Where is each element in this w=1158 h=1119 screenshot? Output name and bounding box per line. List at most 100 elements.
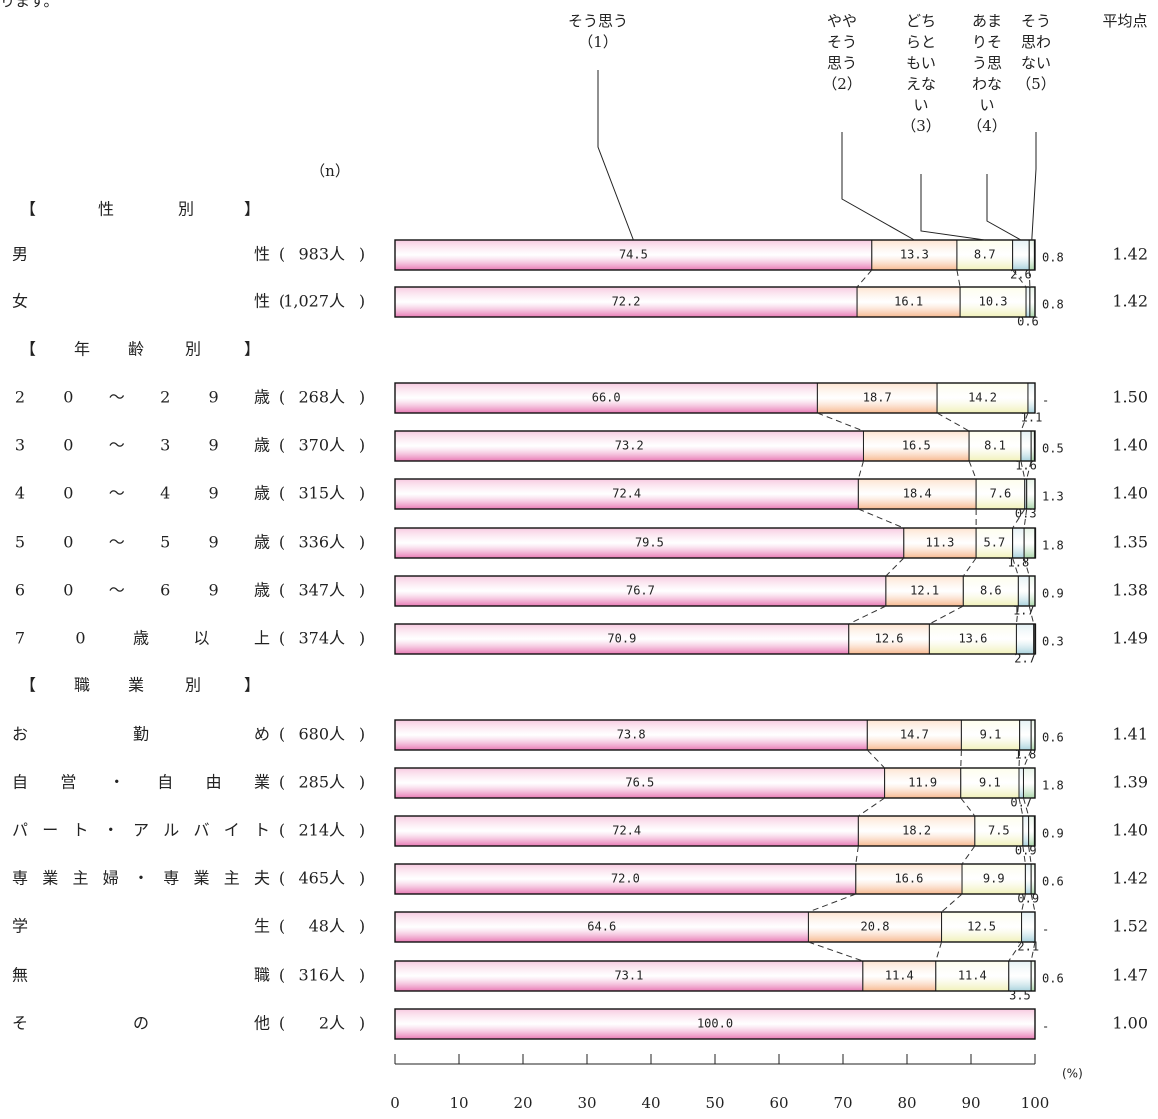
connector-line [856, 269, 873, 288]
bar-value-label-4: 0.9 [1015, 844, 1037, 858]
row-label-char: 営 [60, 773, 76, 792]
bar-value-label-5: 1.8 [1042, 779, 1064, 793]
legend-label-4: わな [972, 75, 1002, 93]
bar-outline [394, 478, 1036, 510]
row-n-paren-close: ) [359, 245, 365, 264]
row-n-paren-open: ( [279, 725, 285, 744]
row-n-paren-close: ) [359, 966, 365, 985]
row-label-char: ア [133, 821, 149, 840]
row-n-paren-close: ) [359, 1014, 365, 1033]
bar-segment-1 [394, 815, 859, 847]
row-n-paren-close: ) [359, 629, 365, 648]
legend-label-5: そう [1021, 12, 1051, 30]
row-label-char: 6 [15, 581, 25, 600]
connector-line [1026, 460, 1032, 480]
bar-value-label-3: 8.6 [980, 584, 1002, 598]
group-header-1: 性 [98, 200, 114, 219]
row-label-char: お [12, 725, 28, 744]
bar-outline [394, 767, 1036, 799]
x-axis-tick-label: 50 [705, 1094, 724, 1112]
legend-label-4: い [979, 96, 994, 114]
legend-label-1: そう思う [568, 12, 628, 30]
average-score: 1.42 [1112, 245, 1148, 264]
legend-label-5: ない [1021, 54, 1051, 72]
legend-leader-line-1 [597, 70, 634, 241]
bar-value-label-4: 1.8 [1008, 556, 1030, 570]
row-n-value: 48人 [309, 917, 345, 936]
bar-segment-2 [885, 575, 964, 607]
row-n-value: 680人 [298, 725, 345, 744]
row-n-paren-close: ) [359, 869, 365, 888]
legend-label-3: どち [906, 12, 936, 30]
x-axis-tick-label: 80 [897, 1094, 916, 1112]
bar-value-label-2: 18.2 [902, 824, 931, 838]
row-label-char: 9 [209, 436, 219, 455]
connector-line [1020, 412, 1029, 432]
connector-line [1028, 605, 1035, 625]
connector-line [956, 269, 961, 288]
row-n-value: 315人 [298, 484, 345, 503]
connector-line [1022, 797, 1030, 817]
x-axis-tick-label: 30 [577, 1094, 596, 1112]
bar-value-label-4: 0.6 [1017, 315, 1039, 329]
row-label-char: バ [193, 821, 209, 840]
row-label-char: 2 [160, 388, 170, 407]
row-n-paren-close: ) [359, 725, 365, 744]
bar-segment-4 [1020, 430, 1032, 462]
bar-value-label-2: 11.4 [885, 969, 914, 983]
row-label-char: ト [72, 821, 88, 840]
row-label-char: 学 [12, 917, 28, 936]
average-score: 1.40 [1112, 821, 1148, 840]
row-label-char: 0 [63, 484, 73, 503]
row-label-char: パ [12, 821, 28, 840]
bar-value-label-3: 9.9 [983, 872, 1005, 886]
bar-value-label-3: 8.1 [984, 439, 1006, 453]
row-n-paren-close: ) [359, 484, 365, 503]
average-score: 1.42 [1112, 869, 1148, 888]
group-header-3: 【 [20, 676, 36, 695]
x-axis-tick-label: 90 [961, 1094, 980, 1112]
legend-label-1: （1） [578, 33, 618, 51]
row-label-char: 0 [63, 436, 73, 455]
bar-segment-3 [935, 960, 1010, 992]
bar-segment-1 [394, 478, 859, 510]
bar-value-label-2: 14.7 [900, 728, 929, 742]
bar-value-label-5: 0.3 [1042, 635, 1064, 649]
row-label-char: 主 [224, 869, 240, 888]
bar-value-label-1: 73.8 [617, 728, 646, 742]
bar-value-label-5: 0.6 [1042, 972, 1064, 986]
row-label-char: 9 [209, 581, 219, 600]
connector-line [1022, 845, 1026, 865]
row-n-paren-open: ( [279, 821, 285, 840]
bar-value-label-2: 11.9 [908, 776, 937, 790]
average-score-header: 平均点 [1102, 12, 1147, 30]
row-label-char: ～ [109, 484, 125, 503]
row-n-paren-open: ( [279, 292, 285, 311]
connector-line [857, 460, 864, 480]
bar-segment-3 [959, 286, 1027, 318]
average-score: 1.42 [1112, 292, 1148, 311]
bar-value-label-4: 2.6 [1010, 268, 1032, 282]
group-header-3: 業 [128, 676, 144, 695]
bar-value-label-1: 72.2 [612, 295, 641, 309]
bar-value-label-4: 2.7 [1014, 652, 1036, 666]
row-n-paren-open: ( [279, 533, 285, 552]
row-n-paren-open: ( [279, 1014, 285, 1033]
connector-line [1015, 605, 1019, 625]
row-label-char: 業 [254, 773, 270, 792]
connector-line [1030, 893, 1036, 913]
bar-value-label-4: 1.1 [1021, 411, 1043, 425]
bar-segment-3 [936, 382, 1029, 414]
bar-value-label-3: 9.1 [980, 728, 1002, 742]
average-score: 1.50 [1112, 388, 1148, 407]
row-n-paren-open: ( [279, 388, 285, 407]
bar-outline [394, 239, 1036, 271]
legend-label-2: やや [827, 12, 857, 30]
bar-value-label-3: 9.1 [979, 776, 1001, 790]
legend-label-4: う思 [972, 54, 1002, 72]
group-header-2: 年 [74, 340, 90, 359]
connector-line [1030, 941, 1036, 962]
row-n-value: 336人 [298, 533, 345, 552]
bar-value-label-1: 79.5 [635, 536, 664, 550]
bar-segment-2 [848, 623, 930, 655]
